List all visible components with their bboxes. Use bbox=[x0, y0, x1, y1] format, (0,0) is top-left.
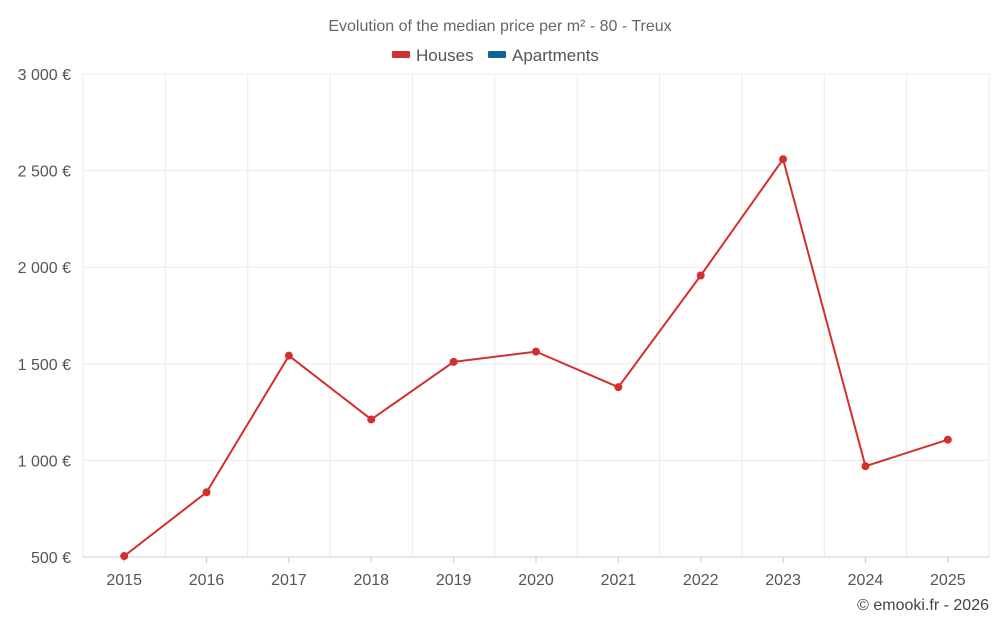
x-tick-label: 2020 bbox=[518, 572, 554, 589]
chart-title: Evolution of the median price per m² - 8… bbox=[328, 18, 671, 35]
data-point-houses[interactable] bbox=[696, 271, 705, 280]
data-point-houses[interactable] bbox=[449, 357, 458, 366]
legend-swatch-houses bbox=[392, 51, 410, 58]
series-layer bbox=[120, 155, 952, 561]
x-tick-label: 2018 bbox=[353, 572, 389, 589]
x-tick-label: 2022 bbox=[683, 572, 719, 589]
y-axis: 500 € 1 000 € 1 500 € 2 000 € 2 500 € 3 000 € bbox=[18, 67, 71, 567]
y-tick-label: 3 000 € bbox=[18, 67, 71, 84]
y-tick-label: 500 € bbox=[31, 550, 71, 567]
credit-text: © emooki.fr - 2026 bbox=[857, 597, 989, 614]
data-point-houses[interactable] bbox=[861, 462, 870, 471]
x-tick-label: 2023 bbox=[765, 572, 801, 589]
legend-item-apartments[interactable]: Apartments bbox=[488, 46, 599, 65]
data-point-houses[interactable] bbox=[779, 155, 788, 164]
data-point-houses[interactable] bbox=[202, 488, 211, 497]
y-tick-label: 1 000 € bbox=[18, 453, 71, 470]
grid bbox=[82, 73, 990, 557]
y-tick-label: 1 500 € bbox=[18, 357, 71, 374]
y-tick-label: 2 000 € bbox=[18, 260, 71, 277]
x-tick-label: 2019 bbox=[436, 572, 472, 589]
legend-item-houses[interactable]: Houses bbox=[392, 46, 474, 65]
x-tick-label: 2025 bbox=[930, 572, 966, 589]
data-point-houses[interactable] bbox=[614, 383, 623, 392]
x-tick-label: 2017 bbox=[271, 572, 307, 589]
data-point-houses[interactable] bbox=[943, 435, 952, 444]
x-axis: 2015 2016 2017 2018 2019 2020 2021 2022 2023 2024… bbox=[83, 556, 989, 589]
x-tick-label: 2021 bbox=[601, 572, 637, 589]
x-tick-label: 2024 bbox=[848, 572, 884, 589]
legend-label-apartments: Apartments bbox=[512, 46, 599, 65]
legend-label-houses: Houses bbox=[416, 46, 474, 65]
data-point-houses[interactable] bbox=[532, 347, 540, 356]
data-point-houses[interactable] bbox=[284, 351, 293, 360]
y-tick-label: 2 500 € bbox=[18, 164, 71, 181]
x-tick-label: 2016 bbox=[189, 572, 225, 589]
legend: Houses Apartments bbox=[392, 46, 599, 65]
data-point-houses[interactable] bbox=[367, 415, 376, 424]
data-point-houses[interactable] bbox=[120, 552, 129, 561]
x-tick-label: 2015 bbox=[106, 572, 142, 589]
legend-swatch-apartments bbox=[488, 51, 506, 58]
